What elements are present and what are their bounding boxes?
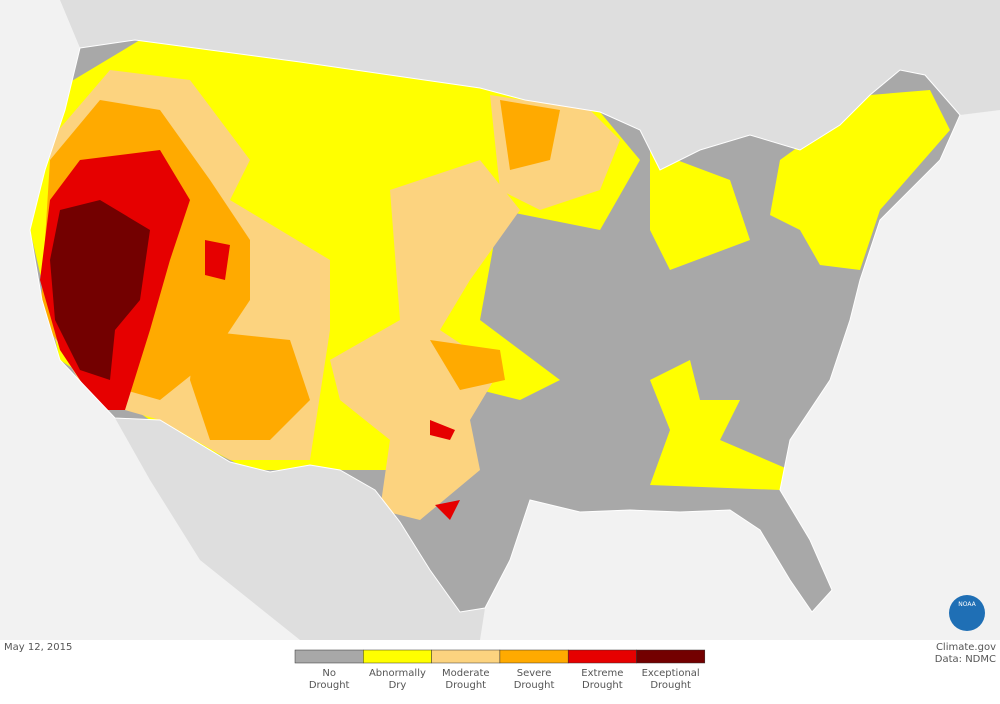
legend-label: Drought [309, 680, 350, 691]
legend-swatch [294, 649, 364, 664]
legend-label: Exceptional [642, 668, 700, 679]
drought-region [650, 360, 790, 490]
drought-region [430, 340, 505, 390]
drought-areas [30, 40, 960, 612]
legend-label: Abnormally [369, 668, 426, 679]
legend-swatch [499, 649, 569, 664]
legend-label: No [322, 668, 336, 679]
legend-label: Drought [445, 680, 486, 691]
drought-region [205, 240, 230, 280]
legend-swatch [431, 649, 501, 664]
footer [0, 640, 1000, 704]
noaa-logo [949, 595, 985, 631]
logo-text: NOAA [958, 601, 976, 608]
credit: Data: NDMC [935, 654, 996, 665]
drought-region [500, 100, 560, 170]
legend-label: Drought [582, 680, 623, 691]
legend: NoDroughtAbnormallyDryModerateDroughtSev… [294, 649, 706, 691]
legend-label: Drought [514, 680, 555, 691]
legend-swatch [636, 649, 706, 664]
drought-region [190, 330, 310, 440]
mexico [115, 418, 485, 640]
legend-label: Dry [389, 680, 407, 691]
drought-region [50, 200, 150, 380]
date: May 12, 2015 [4, 642, 72, 653]
legend-label: Extreme [581, 668, 623, 679]
legend-label: Severe [517, 668, 552, 679]
legend-swatch [567, 649, 637, 664]
drought-region [430, 420, 455, 440]
credit: Climate.gov [936, 642, 996, 653]
legend-swatch [363, 649, 432, 664]
legend-label: Drought [650, 680, 691, 691]
drought-region [435, 500, 460, 520]
canada [0, 0, 1000, 170]
legend-label: Moderate [442, 668, 490, 679]
drought-region [330, 160, 520, 520]
drought-region [650, 150, 750, 270]
